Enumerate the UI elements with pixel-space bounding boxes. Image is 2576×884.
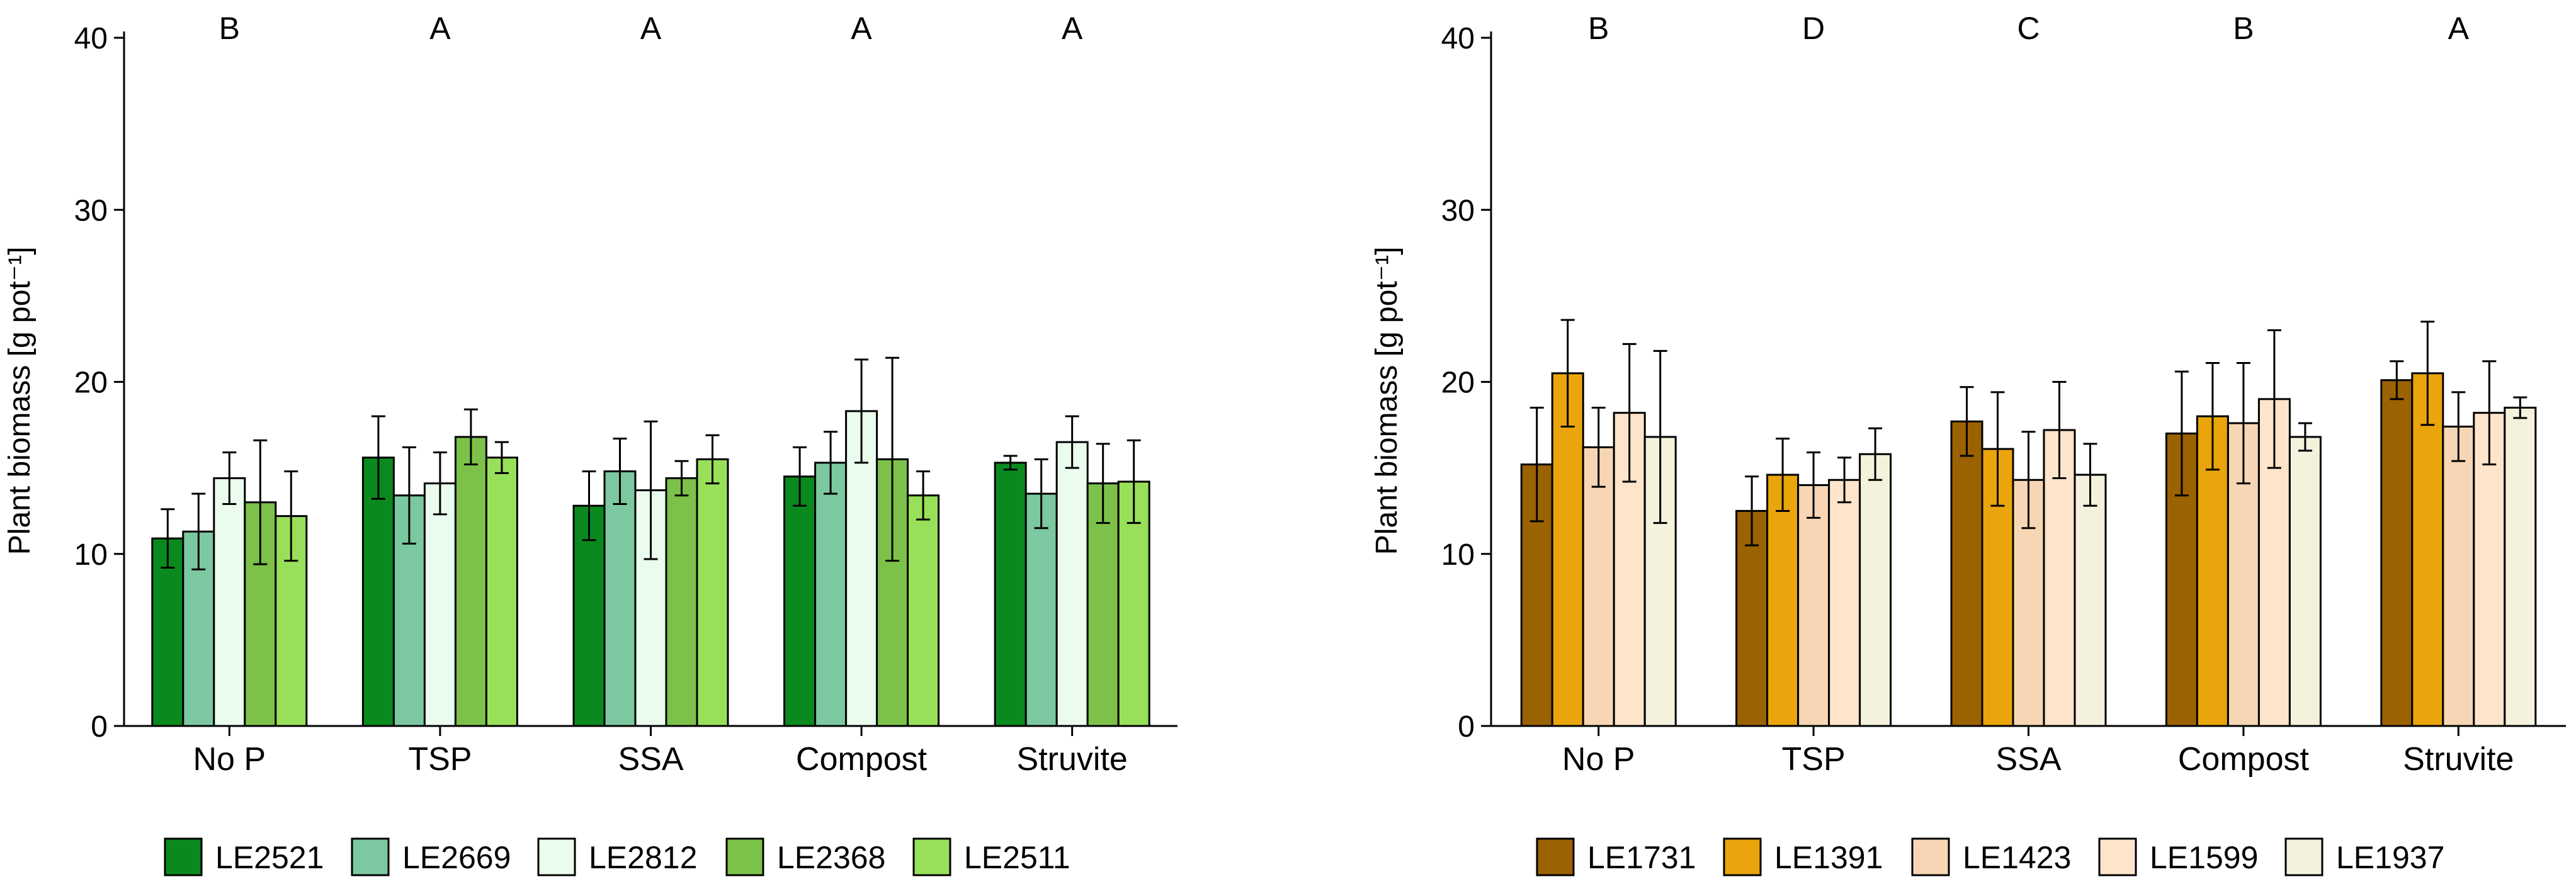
chart-2: 0 10 20 30 40 Plant biomass [g pot⁻¹] No P B TSP… bbox=[1370, 11, 2566, 876]
legend-swatch bbox=[2284, 837, 2324, 876]
bar bbox=[2411, 372, 2444, 727]
x-tick-label: Struvite bbox=[1017, 741, 1128, 778]
bar bbox=[783, 475, 817, 727]
bar bbox=[485, 456, 518, 727]
y-axis-label: Plant biomass [g pot⁻¹] bbox=[3, 247, 37, 555]
bar bbox=[1950, 420, 1983, 727]
significance-letter: B bbox=[1588, 11, 1609, 46]
bar bbox=[2504, 406, 2537, 727]
y-axis-label: Plant biomass [g pot⁻¹] bbox=[1370, 247, 1404, 555]
x-tick-label: Compost bbox=[2178, 741, 2310, 778]
y-tick-label: 40 bbox=[1441, 22, 1475, 55]
bar bbox=[1797, 484, 1830, 727]
significance-letter: C bbox=[2017, 11, 2040, 46]
legend-label: LE1599 bbox=[2150, 840, 2258, 875]
x-tick-label: No P bbox=[193, 741, 266, 778]
legend-label: LE2368 bbox=[777, 840, 885, 875]
bar bbox=[2043, 429, 2076, 727]
bar bbox=[696, 458, 729, 727]
bar bbox=[1551, 372, 1584, 727]
bar bbox=[665, 477, 698, 727]
bar bbox=[1735, 509, 1769, 727]
significance-letter: B bbox=[2233, 11, 2254, 46]
x-tick-label: Compost bbox=[796, 741, 928, 778]
bar bbox=[603, 470, 637, 727]
legend-swatch bbox=[1536, 837, 1575, 876]
bar bbox=[151, 537, 184, 727]
x-tick-label: SSA bbox=[1995, 741, 2061, 778]
legend-label: LE2812 bbox=[589, 840, 697, 875]
significance-letter: A bbox=[640, 11, 662, 46]
legend-label: LE1937 bbox=[2336, 840, 2444, 875]
y-tick-label: 10 bbox=[74, 538, 108, 572]
y-tick-label: 30 bbox=[74, 194, 108, 227]
y-tick-label: 30 bbox=[1441, 194, 1475, 227]
bar bbox=[1828, 479, 1861, 727]
bar bbox=[2288, 436, 2322, 727]
legend-swatch bbox=[1911, 837, 1950, 876]
legend-label: LE1423 bbox=[1963, 840, 2071, 875]
bar bbox=[994, 462, 1027, 727]
bar bbox=[1055, 441, 1089, 727]
chart-1: 0 10 20 30 40 Plant biomass [g pot⁻¹] No P B TSP… bbox=[3, 11, 1177, 876]
legend-label: LE1731 bbox=[1587, 840, 1696, 875]
x-tick-label: Struvite bbox=[2403, 741, 2514, 778]
y-tick-label: 0 bbox=[91, 710, 108, 744]
significance-letter: A bbox=[851, 11, 872, 46]
x-tick-label: No P bbox=[1562, 741, 1635, 778]
significance-letter: A bbox=[2448, 11, 2470, 46]
significance-letter: D bbox=[1802, 11, 1825, 46]
legend-label: LE1391 bbox=[1774, 840, 1883, 875]
bar bbox=[2074, 473, 2107, 727]
bar bbox=[2380, 379, 2414, 727]
bar bbox=[1766, 473, 1800, 727]
y-tick-label: 40 bbox=[74, 22, 108, 55]
bar bbox=[213, 477, 246, 727]
legend-swatch bbox=[2098, 837, 2137, 876]
significance-letter: A bbox=[429, 11, 451, 46]
legend-swatch bbox=[537, 837, 576, 876]
bar bbox=[423, 482, 457, 727]
bar bbox=[1582, 446, 1615, 727]
x-tick-label: SSA bbox=[618, 741, 683, 778]
legend-label: LE2511 bbox=[964, 840, 1070, 875]
x-tick-label: TSP bbox=[1782, 741, 1846, 778]
bar bbox=[907, 494, 940, 727]
legend-swatch bbox=[351, 837, 390, 876]
legend-swatch bbox=[912, 837, 951, 876]
bar bbox=[814, 462, 848, 727]
x-tick-label: TSP bbox=[408, 741, 472, 778]
bar bbox=[454, 436, 487, 727]
y-tick-label: 20 bbox=[74, 366, 108, 400]
legend-label: LE2521 bbox=[215, 840, 324, 875]
significance-letter: A bbox=[1062, 11, 1083, 46]
y-tick-label: 0 bbox=[1458, 710, 1475, 744]
bar bbox=[2442, 426, 2475, 727]
legend-swatch bbox=[164, 837, 203, 876]
y-tick-label: 10 bbox=[1441, 538, 1475, 572]
y-tick-label: 20 bbox=[1441, 366, 1475, 400]
bar bbox=[1859, 453, 1892, 727]
legend-label: LE2669 bbox=[402, 840, 511, 875]
significance-letter: B bbox=[219, 11, 240, 46]
legend-swatch bbox=[1723, 837, 1762, 876]
legend-swatch bbox=[725, 837, 764, 876]
